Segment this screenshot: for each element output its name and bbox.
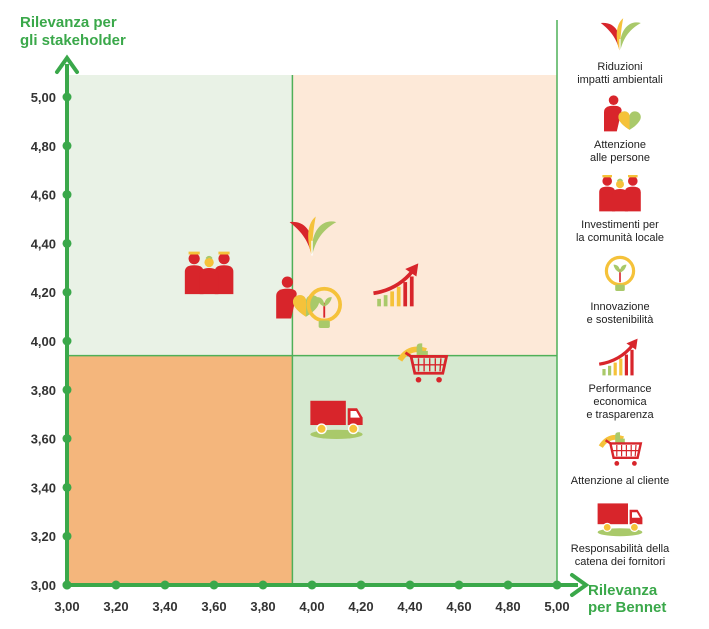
x-tick-label: 4,20 xyxy=(348,599,373,614)
y-axis-ticks: 3,00 3,20 3,40 3,60 3,80 4,00 4,20 4,40 4,60 4,80… xyxy=(31,90,72,593)
legend-label: Attenzione alle persone xyxy=(590,139,650,164)
growth-arrow-icon xyxy=(597,336,640,378)
cart-thumb-icon xyxy=(601,432,641,466)
legend-item: Investimenti per la comunità locale xyxy=(576,174,664,244)
legend-label-line: impatti ambientali xyxy=(577,74,663,86)
quadrant-top-left xyxy=(67,75,293,356)
x-tick-label: 3,00 xyxy=(54,599,79,614)
legend-label-line: la comunità locale xyxy=(576,232,664,244)
x-tick-label: 4,00 xyxy=(299,599,324,614)
leaves-icon xyxy=(600,17,642,53)
quadrant-bottom-right xyxy=(292,355,557,585)
x-axis-title-line: per Bennet xyxy=(588,599,666,616)
y-tick-label: 3,20 xyxy=(31,529,56,544)
quadrant-top-right xyxy=(292,75,557,356)
y-tick-label: 5,00 xyxy=(31,90,56,105)
legend-item: Riduzioni impatti ambientali xyxy=(577,17,663,86)
x-tick-dot xyxy=(552,580,562,590)
y-tick-dot xyxy=(62,287,72,297)
threshold-lines xyxy=(67,20,558,585)
x-axis-title-line: Rilevanza xyxy=(588,582,658,599)
legend-label-line: Attenzione xyxy=(594,139,646,151)
people-icon xyxy=(597,174,643,213)
lightbulb-icon xyxy=(604,255,636,293)
legend-label-line: Innovazione xyxy=(590,301,649,313)
x-tick-label: 3,20 xyxy=(103,599,128,614)
legend-label-line: alle persone xyxy=(590,152,650,164)
x-tick-dot xyxy=(258,580,268,590)
legend-item: Attenzione alle persone xyxy=(590,95,650,164)
legend-item: Attenzione al cliente xyxy=(571,432,669,487)
legend-label: Attenzione al cliente xyxy=(571,475,669,487)
y-tick-dot xyxy=(62,482,72,492)
x-tick-label: 3,60 xyxy=(201,599,226,614)
legend-item: Innovazione e sostenibilità xyxy=(587,255,655,326)
legend-label: Performance economica e trasparenza xyxy=(586,383,654,421)
x-tick-dot xyxy=(209,580,219,590)
y-tick-dot xyxy=(62,434,72,444)
x-tick-dot xyxy=(356,580,366,590)
people-icon xyxy=(183,251,235,296)
x-axis-title: Rilevanza per Bennet xyxy=(588,582,666,616)
y-tick-dot xyxy=(62,580,72,590)
legend-label-line: Performance xyxy=(589,383,652,395)
y-axis-title-line: gli stakeholder xyxy=(20,32,126,49)
x-tick-label: 5,00 xyxy=(544,599,569,614)
quadrant-bottom-left xyxy=(67,355,293,585)
legend-label-line: Responsabilità della xyxy=(571,543,670,555)
y-tick-label: 4,00 xyxy=(31,334,56,349)
legend-label-line: Investimenti per xyxy=(581,219,659,231)
legend-label: Innovazione e sostenibilità xyxy=(587,301,655,326)
x-axis-ticks: 3,00 3,20 3,40 3,60 3,80 4,00 4,20 4,40 4,60 4,80… xyxy=(54,580,570,614)
legend-label-line: e sostenibilità xyxy=(587,314,655,326)
x-tick-dot xyxy=(111,580,121,590)
y-tick-dot xyxy=(62,190,72,200)
legend-label-line: economica xyxy=(593,396,647,408)
y-tick-dot xyxy=(62,141,72,151)
axes xyxy=(55,54,590,597)
y-axis-arrow xyxy=(55,54,79,74)
legend-label-line: Riduzioni xyxy=(597,61,642,73)
x-tick-dot xyxy=(454,580,464,590)
x-tick-label: 4,80 xyxy=(495,599,520,614)
legend-label-line: e trasparenza xyxy=(586,409,654,421)
y-tick-label: 4,20 xyxy=(31,285,56,300)
legend-item: Performance economica e trasparenza xyxy=(586,336,655,421)
y-tick-dot xyxy=(62,531,72,541)
x-tick-dot xyxy=(503,580,513,590)
x-tick-dot xyxy=(307,580,317,590)
y-tick-label: 4,60 xyxy=(31,188,56,203)
legend-label: Responsabilità della catena dei fornitori xyxy=(571,543,670,568)
x-tick-label: 4,60 xyxy=(446,599,471,614)
x-tick-dot xyxy=(405,580,415,590)
legend: Riduzioni impatti ambientali Attenzione all… xyxy=(571,17,670,568)
y-axis-title: Rilevanza per gli stakeholder xyxy=(20,14,126,49)
y-tick-dot xyxy=(62,92,72,102)
legend-label-line: catena dei fornitori xyxy=(575,556,666,568)
legend-label-line: Attenzione al cliente xyxy=(571,475,669,487)
person-heart-icon xyxy=(604,95,641,132)
legend-label: Investimenti per la comunità locale xyxy=(576,219,664,244)
y-tick-dot xyxy=(62,336,72,346)
legend-item: Responsabilità della catena dei fornitori xyxy=(571,502,670,568)
y-tick-label: 3,80 xyxy=(31,383,56,398)
x-tick-label: 3,40 xyxy=(152,599,177,614)
y-axis-title-line: Rilevanza per xyxy=(20,14,117,31)
quadrant-backgrounds xyxy=(67,75,557,585)
x-tick-label: 3,80 xyxy=(250,599,275,614)
y-tick-dot xyxy=(62,238,72,248)
legend-label: Riduzioni impatti ambientali xyxy=(577,61,663,86)
y-tick-label: 3,40 xyxy=(31,480,56,495)
x-axis-arrow xyxy=(570,573,590,597)
truck-icon xyxy=(596,502,644,537)
y-tick-dot xyxy=(62,385,72,395)
y-tick-label: 3,00 xyxy=(31,578,56,593)
x-tick-dot xyxy=(160,580,170,590)
x-tick-label: 4,40 xyxy=(397,599,422,614)
y-tick-label: 4,40 xyxy=(31,236,56,251)
y-tick-label: 3,60 xyxy=(31,432,56,447)
y-tick-label: 4,80 xyxy=(31,139,56,154)
